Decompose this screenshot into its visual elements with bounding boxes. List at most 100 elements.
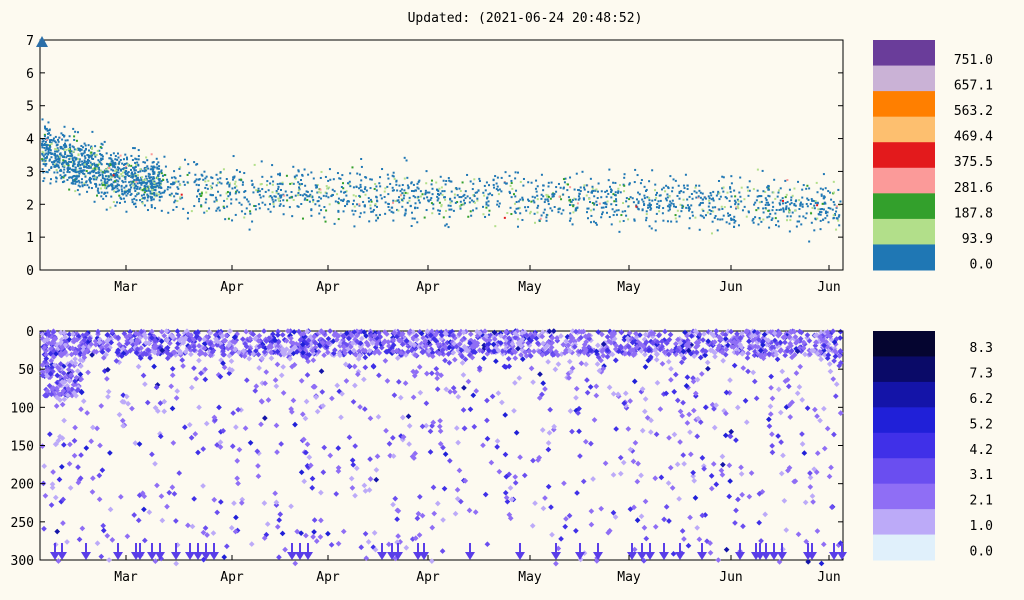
quake-point [384, 212, 387, 215]
depth-point [148, 335, 155, 341]
quake-point [471, 188, 474, 191]
quake-point [718, 208, 721, 211]
depth-point [221, 351, 227, 358]
quake-point [68, 158, 71, 161]
quake-point [67, 164, 70, 167]
quake-point [142, 179, 145, 182]
quake-point [698, 204, 701, 207]
depth-point [274, 348, 281, 355]
quake-point [615, 198, 618, 201]
quake-point [135, 180, 138, 183]
quake-point [163, 191, 166, 194]
quake-point [579, 190, 582, 193]
quake-point [99, 152, 102, 155]
quake-point [476, 191, 479, 194]
quake-point [145, 190, 148, 193]
depth-point [119, 417, 126, 424]
quake-point [44, 157, 47, 160]
quake-point [109, 157, 112, 160]
quake-point [61, 138, 64, 141]
depth-point [426, 348, 432, 354]
quake-point [392, 199, 395, 202]
quake-point [788, 209, 791, 212]
quake-point [91, 170, 94, 173]
quake-point [104, 175, 107, 178]
depth-point [303, 398, 310, 405]
depth-point [281, 351, 287, 358]
quake-point [581, 170, 584, 173]
quake-point [379, 194, 382, 197]
quake-point [114, 155, 117, 158]
quake-point [269, 210, 272, 213]
quake-point [292, 198, 295, 201]
quake-point [112, 152, 115, 155]
quake-point [297, 205, 300, 208]
quake-point [414, 202, 417, 205]
depth-point [618, 329, 625, 335]
quake-point [168, 193, 171, 196]
depth-point [633, 330, 639, 337]
depth-point [416, 364, 423, 370]
quake-point [338, 177, 341, 180]
quake-point [230, 198, 233, 201]
quake-point [791, 194, 794, 197]
quake-point [219, 194, 222, 197]
quake-point [829, 191, 832, 194]
quake-point [609, 188, 612, 191]
quake-point [129, 168, 132, 171]
quake-point [369, 178, 372, 181]
quake-point [163, 155, 166, 158]
quake-point [142, 193, 145, 196]
quake-point [111, 163, 114, 166]
quake-point [593, 220, 596, 223]
quake-point [637, 200, 640, 203]
depth-point [686, 340, 692, 346]
quake-point [656, 202, 659, 205]
quake-point [120, 198, 123, 201]
quake-point [230, 202, 233, 205]
depth-point [832, 348, 838, 354]
quake-point [58, 157, 61, 160]
quake-point [729, 213, 732, 216]
quake-point [73, 138, 76, 141]
depth-point [694, 376, 701, 383]
quake-point [504, 171, 507, 174]
depth-point [302, 415, 309, 422]
quake-point [205, 198, 208, 201]
quake-point [55, 163, 58, 166]
depth-point [748, 333, 755, 340]
quake-point [625, 197, 628, 200]
quake-point [248, 228, 251, 231]
depth-point [814, 413, 820, 420]
depth-point [604, 347, 611, 353]
quake-point [301, 174, 304, 177]
quake-point [440, 203, 443, 206]
quake-point [669, 200, 672, 203]
quake-point [748, 189, 751, 192]
depth-point [743, 419, 750, 426]
depth-point [578, 360, 585, 367]
depth-point [642, 364, 649, 370]
quake-point [45, 170, 48, 173]
quake-point [133, 187, 136, 190]
quake-point [78, 185, 81, 188]
quake-point [472, 200, 475, 203]
quake-point [200, 204, 203, 207]
depth-point [482, 328, 488, 335]
quake-point [736, 205, 739, 208]
quake-point [765, 201, 768, 204]
depth-point [735, 496, 741, 503]
quake-point [219, 171, 222, 174]
quake-point [63, 148, 66, 151]
depth-point [305, 337, 312, 344]
depth-point [662, 328, 668, 335]
depth-point [688, 333, 695, 339]
depth-point [600, 352, 607, 359]
quake-point [154, 188, 157, 191]
quake-point [496, 203, 499, 206]
quake-point [153, 166, 156, 169]
depth-point [263, 338, 270, 344]
quake-point [572, 205, 575, 208]
depth-point [176, 337, 183, 344]
quake-point [87, 172, 90, 175]
